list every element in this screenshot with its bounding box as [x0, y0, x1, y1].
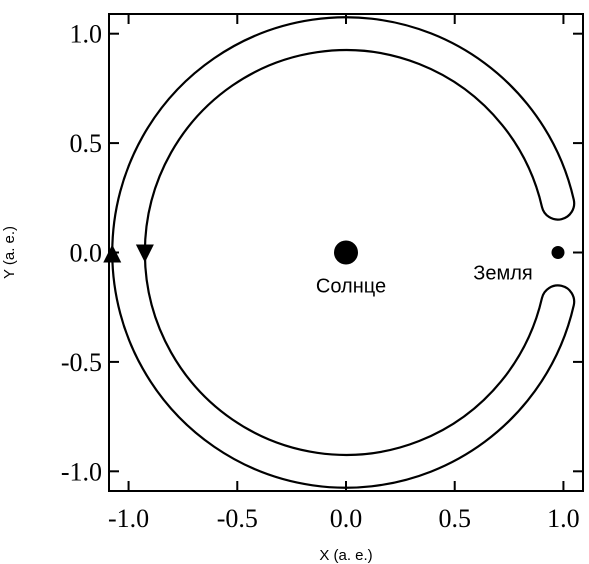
x-tick-label: 1.0	[547, 504, 580, 533]
y-tick-label: 1.0	[70, 20, 103, 49]
horseshoe-orbit-path	[111, 16, 576, 489]
x-tick-label: -1.0	[108, 504, 149, 533]
earth-marker	[551, 246, 565, 259]
y-tick-label: 0.5	[70, 129, 103, 158]
x-axis-label: X (a. e.)	[319, 547, 372, 564]
sun-marker	[334, 240, 358, 265]
plot-area: Солнце Земля	[103, 16, 576, 489]
axis-ticks	[109, 14, 583, 491]
x-tick-label: -0.5	[217, 504, 258, 533]
y-axis-label: Y (a. e.)	[1, 226, 18, 279]
y-tick-label: -1.0	[61, 457, 102, 486]
earth-label: Земля	[473, 263, 532, 285]
x-tick-label: 0.5	[438, 504, 471, 533]
triangle-down-marker	[135, 244, 154, 263]
tick-labels: -1.0 -0.5 0.0 0.5 1.0 -1.0 -0.5 0.0 0.5 1.0	[61, 20, 580, 533]
y-tick-label: -0.5	[61, 348, 102, 377]
y-tick-label: 0.0	[70, 239, 103, 268]
sun-label: Солнце	[316, 276, 386, 298]
x-tick-label: 0.0	[330, 504, 363, 533]
